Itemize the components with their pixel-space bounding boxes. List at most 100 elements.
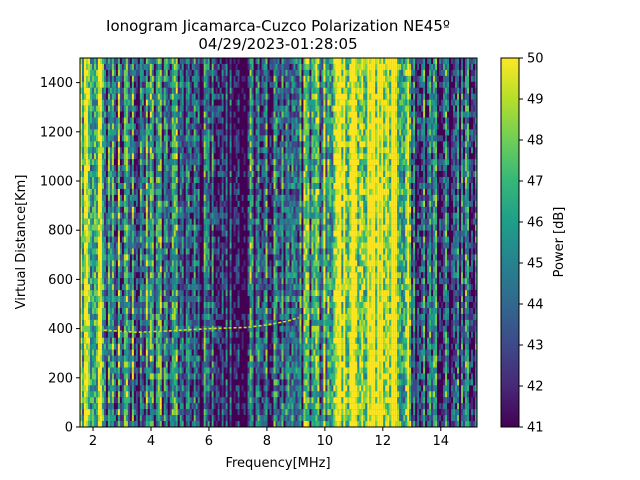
heatmap-cell: [89, 212, 93, 219]
heatmap-cell: [135, 302, 138, 309]
heatmap-cell: [199, 177, 202, 184]
heatmap-cell: [93, 361, 97, 368]
heatmap-cell: [173, 248, 176, 255]
heatmap-cell: [187, 123, 190, 130]
heatmap-cell: [87, 385, 91, 392]
heatmap-cell: [227, 355, 230, 362]
heatmap-cell: [179, 385, 182, 392]
heatmap-cell: [89, 123, 93, 130]
heatmap-cell: [233, 141, 236, 148]
heatmap-cell: [213, 266, 216, 273]
heatmap-cell: [109, 361, 113, 368]
heatmap-cell: [177, 266, 180, 273]
heatmap-cell: [191, 313, 194, 321]
heatmap-cell: [97, 135, 101, 142]
heatmap-cell: [147, 99, 150, 106]
heatmap-cell: [187, 188, 190, 196]
heatmap-cell: [163, 313, 166, 321]
heatmap-cell: [129, 135, 133, 142]
heatmap-cell: [167, 349, 170, 356]
heatmap-cell: [233, 58, 236, 65]
heatmap-cell: [213, 224, 216, 231]
heatmap-cell: [215, 254, 218, 261]
heatmap-cell: [99, 93, 103, 100]
heatmap-cell: [81, 284, 85, 291]
heatmap-cell: [213, 177, 216, 184]
heatmap-cell: [137, 325, 140, 332]
heatmap-cell: [237, 391, 240, 398]
heatmap-cell: [119, 105, 123, 112]
heatmap-cell: [177, 415, 180, 422]
heatmap-cell: [177, 200, 180, 207]
heatmap-cell: [223, 397, 226, 404]
heatmap-cell: [235, 313, 238, 321]
heatmap-cell: [143, 111, 146, 118]
heatmap-cell: [151, 58, 154, 65]
heatmap-cell: [185, 171, 188, 178]
heatmap-cell: [179, 117, 182, 124]
heatmap-cell: [139, 188, 142, 196]
heatmap-cell: [199, 188, 202, 196]
heatmap-cell: [171, 421, 174, 428]
heatmap-cell: [151, 69, 154, 76]
heatmap-cell: [87, 319, 91, 326]
heatmap-cell: [145, 242, 148, 249]
heatmap-cell: [177, 165, 180, 172]
heatmap-cell: [159, 135, 162, 142]
heatmap-cell: [169, 212, 172, 219]
heatmap-cell: [187, 325, 190, 332]
heatmap-cell: [227, 147, 230, 154]
heatmap-cell: [89, 159, 93, 166]
heatmap-cell: [201, 397, 204, 404]
heatmap-cell: [205, 397, 208, 404]
heatmap-cell: [163, 58, 166, 65]
heatmap-cell: [147, 123, 150, 130]
heatmap-cell: [205, 87, 208, 94]
heatmap-cell: [205, 290, 208, 297]
heatmap-cell: [177, 171, 180, 178]
heatmap-cell: [85, 147, 89, 154]
heatmap-cell: [217, 302, 220, 309]
heatmap-cell: [213, 87, 216, 94]
heatmap-cell: [113, 129, 117, 136]
heatmap-cell: [145, 224, 148, 231]
heatmap-cell: [93, 93, 97, 100]
heatmap-cell: [219, 194, 222, 201]
heatmap-cell: [237, 129, 240, 136]
heatmap-cell: [205, 284, 208, 291]
heatmap-cell: [133, 361, 136, 368]
heatmap-cell: [80, 337, 83, 344]
heatmap-cell: [147, 284, 150, 291]
heatmap-cell: [175, 391, 178, 398]
heatmap-cell: [213, 147, 216, 154]
heatmap-cell: [80, 153, 83, 160]
heatmap-cell: [103, 153, 107, 160]
heatmap-cell: [219, 343, 222, 350]
heatmap-cell: [139, 278, 142, 285]
heatmap-cell: [105, 81, 109, 88]
heatmap-cell: [101, 75, 105, 82]
heatmap-cell: [187, 147, 190, 154]
heatmap-cell: [199, 153, 202, 160]
heatmap-cell: [127, 355, 131, 362]
heatmap-cell: [179, 63, 182, 71]
heatmap-cell: [87, 69, 91, 76]
heatmap-cell: [211, 188, 214, 196]
heatmap-cell: [199, 349, 202, 356]
heatmap-cell: [95, 403, 99, 410]
heatmap-cell: [91, 177, 95, 184]
heatmap-cell: [211, 266, 214, 273]
heatmap-cell: [139, 218, 142, 225]
heatmap-cell: [119, 111, 123, 118]
heatmap-cell: [207, 218, 210, 225]
heatmap-cell: [105, 63, 109, 71]
heatmap-cell: [181, 165, 184, 172]
heatmap-cell: [89, 260, 93, 267]
heatmap-cell: [215, 182, 218, 190]
heatmap-cell: [177, 391, 180, 398]
heatmap-cell: [159, 87, 162, 94]
heatmap-cell: [109, 129, 113, 136]
heatmap-cell: [105, 58, 109, 65]
heatmap-cell: [101, 87, 105, 94]
heatmap-cell: [221, 63, 224, 71]
